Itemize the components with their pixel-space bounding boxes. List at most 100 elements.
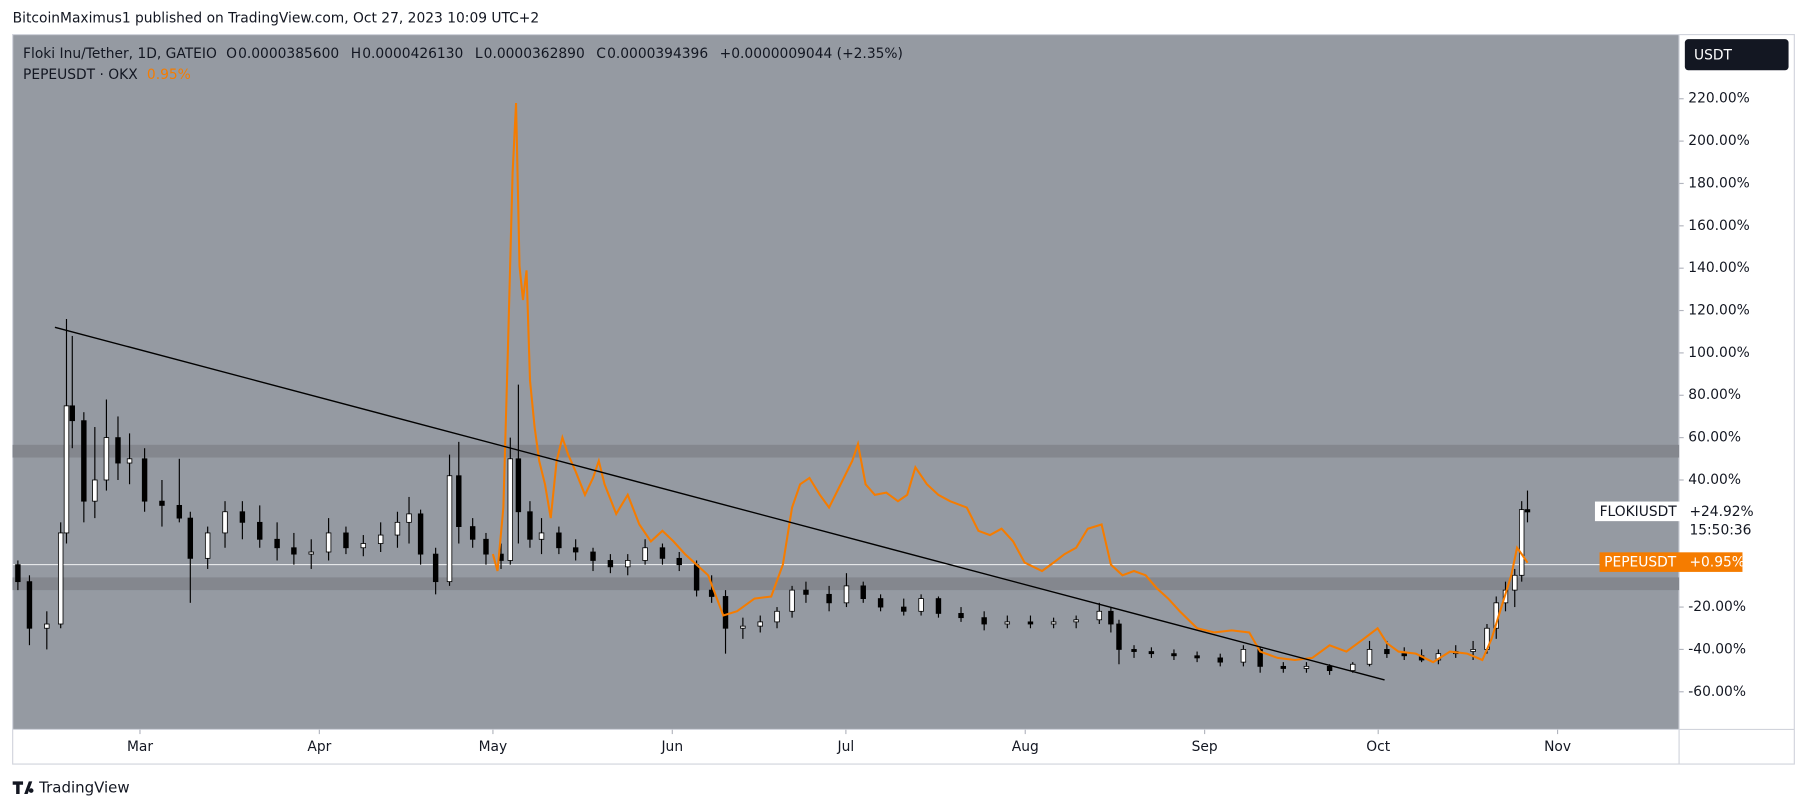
candle-body — [432, 553, 439, 583]
candle-body — [803, 589, 809, 595]
candle-body — [92, 479, 98, 502]
candle-body — [469, 526, 476, 540]
x-tick-label: Jun — [660, 739, 683, 755]
y-tick-label: 180.00% — [1688, 175, 1749, 191]
y-tick-label: 140.00% — [1688, 260, 1749, 276]
candle-body — [1518, 509, 1525, 576]
candle-body — [740, 625, 746, 629]
candle-body — [1194, 655, 1200, 659]
candle-body — [860, 585, 866, 599]
candle-body — [57, 532, 64, 625]
candle-body — [590, 551, 596, 561]
last-price-name: FLOKIUSDT — [1600, 504, 1678, 520]
y-tick-label: 220.00% — [1688, 91, 1749, 107]
candle-body — [1050, 621, 1057, 625]
candle-body — [774, 610, 780, 623]
x-tick-label: Oct — [1366, 739, 1390, 755]
candle-body — [1326, 665, 1333, 672]
candle-body — [483, 538, 489, 555]
candle-body — [1240, 649, 1247, 663]
legend-change: +0.0000009044 (+2.35%) — [720, 46, 903, 62]
x-tick-label: Jul — [837, 739, 855, 755]
candle-body — [69, 405, 75, 422]
candle-body — [81, 420, 87, 502]
candle-body — [1401, 653, 1407, 657]
x-tick-label: May — [479, 739, 508, 755]
candle-body — [625, 560, 631, 568]
candle-body — [757, 621, 763, 627]
y-tick-label: 120.00% — [1688, 303, 1749, 319]
logo-mark — [12, 781, 34, 795]
candle-body — [239, 511, 246, 523]
y-tick-label: 100.00% — [1688, 345, 1749, 361]
candle-body — [1131, 649, 1137, 652]
candle-body — [981, 617, 987, 625]
candle-body — [325, 532, 332, 553]
candle-body — [1512, 574, 1518, 591]
candle-body — [257, 521, 263, 540]
candle-body — [63, 405, 70, 534]
countdown: 15:50:36 — [1689, 522, 1751, 538]
y-tick-label: 200.00% — [1688, 133, 1749, 149]
candle-body — [417, 513, 424, 555]
candle-body — [1257, 649, 1263, 667]
candle-body — [222, 511, 228, 534]
line-series — [491, 102, 1529, 664]
zone — [12, 577, 1680, 591]
candle-body — [826, 593, 832, 604]
candle-body — [693, 564, 700, 591]
trendline — [54, 326, 1385, 681]
candle-body — [877, 598, 884, 608]
candle-body — [456, 475, 462, 527]
candle-body — [515, 458, 522, 513]
candle-body — [141, 458, 148, 502]
last-price-box — [1682, 501, 1753, 540]
candle-body — [1171, 653, 1177, 657]
candle-body — [1027, 621, 1034, 625]
legend-compare: PEPEUSDT · OKX — [23, 67, 138, 83]
chart-frame — [12, 33, 1795, 765]
candle-body — [789, 589, 795, 612]
candle-body — [377, 534, 384, 544]
legend-key: O — [226, 46, 237, 62]
x-tick-label: Apr — [307, 739, 331, 755]
candle-body — [1350, 663, 1356, 672]
legend-value: 0.0000362890 — [484, 46, 585, 62]
header: BitcoinMaximus1 published on TradingView… — [13, 10, 539, 26]
legend-compare-change: 0.95% — [147, 67, 191, 83]
candle-body — [26, 581, 33, 629]
y-tick-label: -20.00% — [1688, 599, 1746, 615]
y-tick-label: 160.00% — [1688, 218, 1749, 234]
legend-value: 0.0000426130 — [362, 46, 463, 62]
zone — [12, 444, 1680, 458]
candle-body — [1303, 665, 1310, 669]
candle-body — [394, 521, 401, 536]
candle-body — [15, 564, 21, 583]
candle-body — [1108, 610, 1114, 625]
y-tick-label: 80.00% — [1688, 387, 1741, 403]
candle-body — [607, 560, 614, 568]
footer: TradingView — [38, 779, 129, 797]
legend-key: L — [475, 46, 483, 62]
candle-body — [901, 606, 907, 612]
currency-label[interactable]: USDT — [1694, 47, 1733, 63]
candle-body — [843, 585, 850, 604]
candle-body — [1004, 621, 1011, 625]
candle-body — [343, 532, 349, 549]
last-price-label: +24.92% — [1689, 504, 1753, 520]
candle-body — [642, 547, 648, 561]
candle-body — [935, 598, 942, 614]
candle-body — [507, 458, 513, 561]
candle-body — [159, 500, 165, 506]
y-tick-label: -40.00% — [1688, 641, 1746, 657]
candle-body — [722, 596, 729, 629]
candle-body — [1116, 623, 1122, 650]
currency-button[interactable] — [1684, 39, 1789, 71]
legend-key: H — [351, 46, 361, 62]
candle-body — [538, 532, 545, 540]
candle-body — [291, 547, 297, 555]
footer-logo — [12, 781, 34, 795]
candle-body — [176, 504, 183, 519]
candle-body — [126, 458, 133, 464]
